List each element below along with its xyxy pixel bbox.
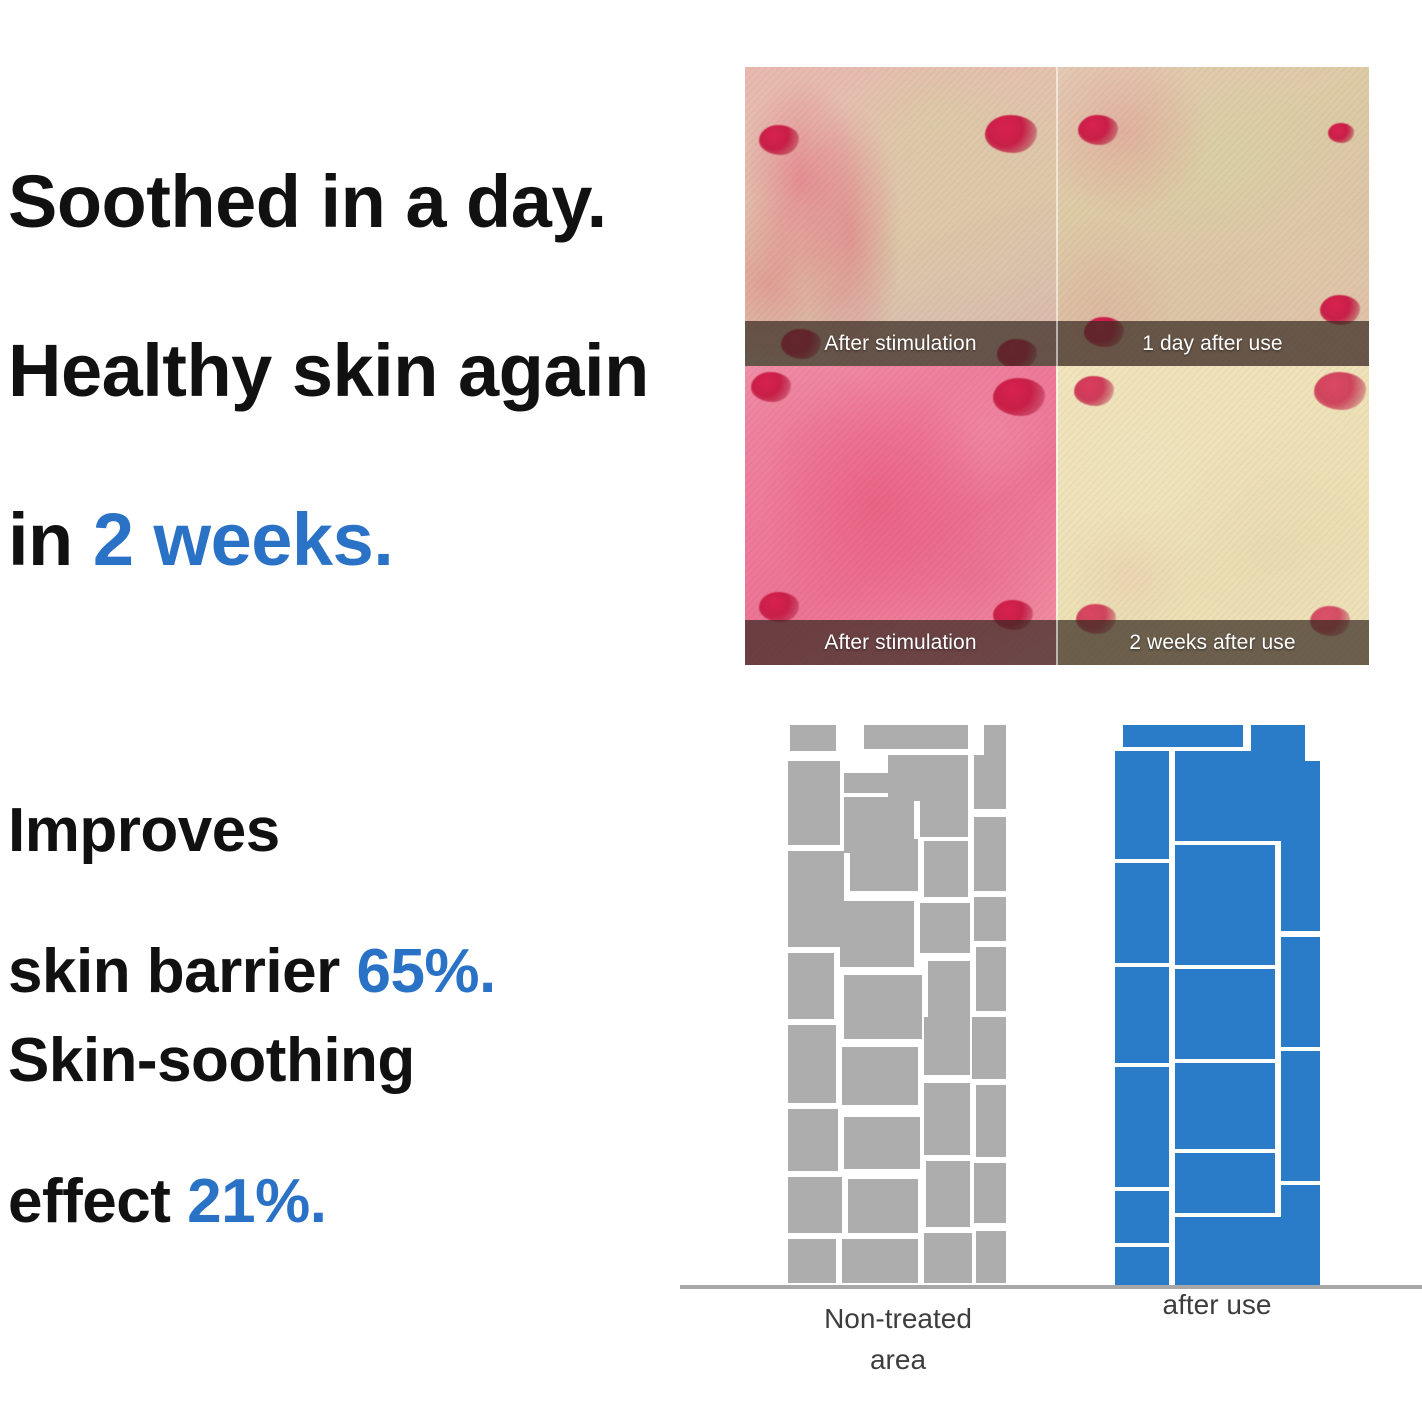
mosaic-cell xyxy=(1115,967,1169,1063)
photo-cell-2-weeks-after-use: 2 weeks after use xyxy=(1056,366,1369,665)
mosaic-cell xyxy=(974,755,1006,809)
mosaic-cell xyxy=(844,773,968,793)
skin-spot xyxy=(1328,123,1354,143)
skin-spot xyxy=(993,378,1045,416)
before-after-photo-grid: After stimulation 1 day after use After … xyxy=(745,67,1369,665)
mosaic-cell xyxy=(842,1239,918,1283)
mosaic-cell xyxy=(1251,725,1305,755)
mosaic-cell xyxy=(1115,863,1169,963)
mosaic-cell xyxy=(926,1161,970,1227)
mosaic-cell xyxy=(1281,1051,1320,1181)
mosaic-cell xyxy=(844,1117,920,1169)
skin-spot xyxy=(1078,115,1118,145)
mosaic-cell xyxy=(788,1109,838,1171)
mosaic-cell xyxy=(1115,1067,1169,1187)
mosaic-cell xyxy=(974,817,1006,891)
headline2-line-1: Improves xyxy=(8,795,280,865)
skin-spot xyxy=(1074,376,1114,406)
headline3-line-2-accent: 21%. xyxy=(187,1167,327,1237)
skin-spot xyxy=(985,115,1037,153)
photo-caption: 2 weeks after use xyxy=(1056,620,1369,665)
headline-line-1: Soothed in a day. xyxy=(8,160,607,244)
headline-skin-soothing: Skin-soothing effect 21%. xyxy=(8,955,668,1308)
skin-spot xyxy=(1314,372,1366,410)
mosaic-cell xyxy=(788,953,834,1019)
headline-line-3-accent: 2 weeks. xyxy=(92,497,394,581)
mosaic-cell xyxy=(850,839,918,891)
mosaic-cell xyxy=(1175,969,1275,1059)
mosaic-cell xyxy=(1115,1247,1169,1285)
mosaic-cell xyxy=(924,841,968,897)
mosaic-cell xyxy=(920,797,968,837)
headline-line-3-prefix: in xyxy=(8,497,93,581)
skin-spot xyxy=(759,125,799,155)
mosaic-cell xyxy=(974,1163,1006,1223)
mosaic-cell xyxy=(788,1177,842,1233)
skin-spot xyxy=(751,372,791,402)
mosaic-cell xyxy=(788,1025,836,1103)
mosaic-cell xyxy=(840,901,914,967)
mosaic-cell xyxy=(976,1085,1006,1157)
mosaic-cell xyxy=(972,1017,1006,1079)
mosaic-cell xyxy=(788,761,840,845)
headline2-line-2-prefix: skin barrier xyxy=(8,937,357,1007)
photo-caption: 1 day after use xyxy=(1056,321,1369,366)
mosaic-cell xyxy=(924,1017,970,1075)
mosaic-cell xyxy=(848,1179,918,1233)
photo-caption: After stimulation xyxy=(745,620,1056,665)
headline3-line-2: effect 21%. xyxy=(8,1167,668,1238)
headline-soothed: Soothed in a day. Healthy skin again in … xyxy=(8,76,708,667)
mosaic-cell xyxy=(984,725,1006,763)
mosaic-cell xyxy=(1175,845,1275,965)
photo-caption: After stimulation xyxy=(745,321,1056,366)
mosaic-cell xyxy=(1115,1191,1169,1243)
mosaic-cell xyxy=(1123,725,1243,747)
mosaic-cell xyxy=(790,725,836,751)
photo-cell-after-stimulation-bottom: After stimulation xyxy=(745,366,1056,665)
mosaic-cell xyxy=(1281,937,1320,1047)
mosaic-cell xyxy=(788,851,844,947)
photo-grid-column-divider xyxy=(1056,67,1058,665)
mosaic-cell xyxy=(1115,751,1169,859)
headline3-line-1: Skin-soothing xyxy=(8,1025,415,1095)
skin-barrier-mosaic-chart: Non-treated area after use xyxy=(675,715,1422,1375)
chart-label-non-treated: Non-treated area xyxy=(824,1303,972,1375)
headline2-line-2: skin barrier 65%. xyxy=(8,937,668,1008)
mosaic-cell xyxy=(788,1239,836,1283)
mosaic-non-treated xyxy=(788,725,1006,1285)
mosaic-cell xyxy=(976,1231,1006,1283)
chart-label-after-use: after use xyxy=(1162,1289,1272,1320)
mosaic-cell xyxy=(976,947,1006,1011)
headline-line-3: in 2 weeks. xyxy=(8,498,708,582)
headline3-line-2-prefix: effect xyxy=(8,1167,188,1237)
mosaic-cell xyxy=(924,1233,972,1283)
mosaic-cell xyxy=(1281,761,1320,931)
mosaic-cell xyxy=(974,897,1006,941)
photo-cell-after-stimulation-top: After stimulation xyxy=(745,67,1056,366)
mosaic-cell xyxy=(842,1047,918,1105)
skin-spot xyxy=(759,592,799,622)
mosaic-after-use xyxy=(1115,725,1320,1285)
headline-line-2: Healthy skin again xyxy=(8,329,649,413)
chart-baseline-axis xyxy=(680,1285,1422,1289)
mosaic-cell xyxy=(1175,1217,1320,1285)
photo-cell-1-day-after-use: 1 day after use xyxy=(1056,67,1369,366)
mosaic-cell xyxy=(920,903,970,953)
mosaic-cell xyxy=(1175,1153,1275,1213)
mosaic-cell xyxy=(924,1083,970,1155)
mosaic-cell xyxy=(844,975,922,1039)
headline2-line-2-accent: 65%. xyxy=(356,937,496,1007)
mosaic-cell xyxy=(864,725,968,749)
skin-spot xyxy=(1320,295,1360,325)
headline-skin-barrier: Improves skin barrier 65%. xyxy=(8,725,668,1078)
mosaic-cell xyxy=(1175,1063,1275,1149)
